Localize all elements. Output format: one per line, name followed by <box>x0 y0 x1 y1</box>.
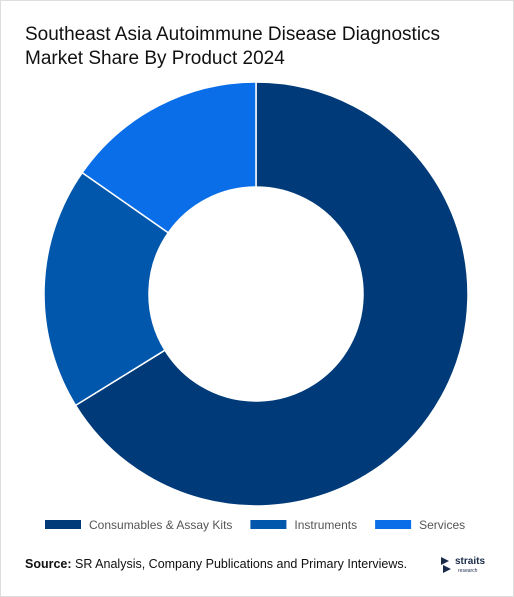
slice <box>43 171 170 407</box>
chart-title: Southeast Asia Autoimmune Disease Diagno… <box>25 24 441 69</box>
logo-name: straits <box>455 556 485 567</box>
logo-icon <box>441 557 451 573</box>
chart: Consumables & Assay Kits Instruments Servi… <box>43 81 469 532</box>
legend-swatch <box>45 520 81 529</box>
legend-label: Services <box>419 518 465 532</box>
slice <box>74 81 469 507</box>
logo: straits research <box>441 556 485 574</box>
slice <box>81 81 257 234</box>
legend-label: Consumables & Assay Kits <box>89 518 232 532</box>
legend-label: Instruments <box>294 518 357 532</box>
source-text: SR Analysis, Company Publications and Pr… <box>75 557 408 571</box>
source-label: Source: <box>25 557 72 571</box>
legend-swatch <box>250 520 287 529</box>
source: Source: SR Analysis, Company Publication… <box>25 557 407 571</box>
logo-sub: research <box>458 568 478 574</box>
legend-swatch <box>375 520 412 529</box>
